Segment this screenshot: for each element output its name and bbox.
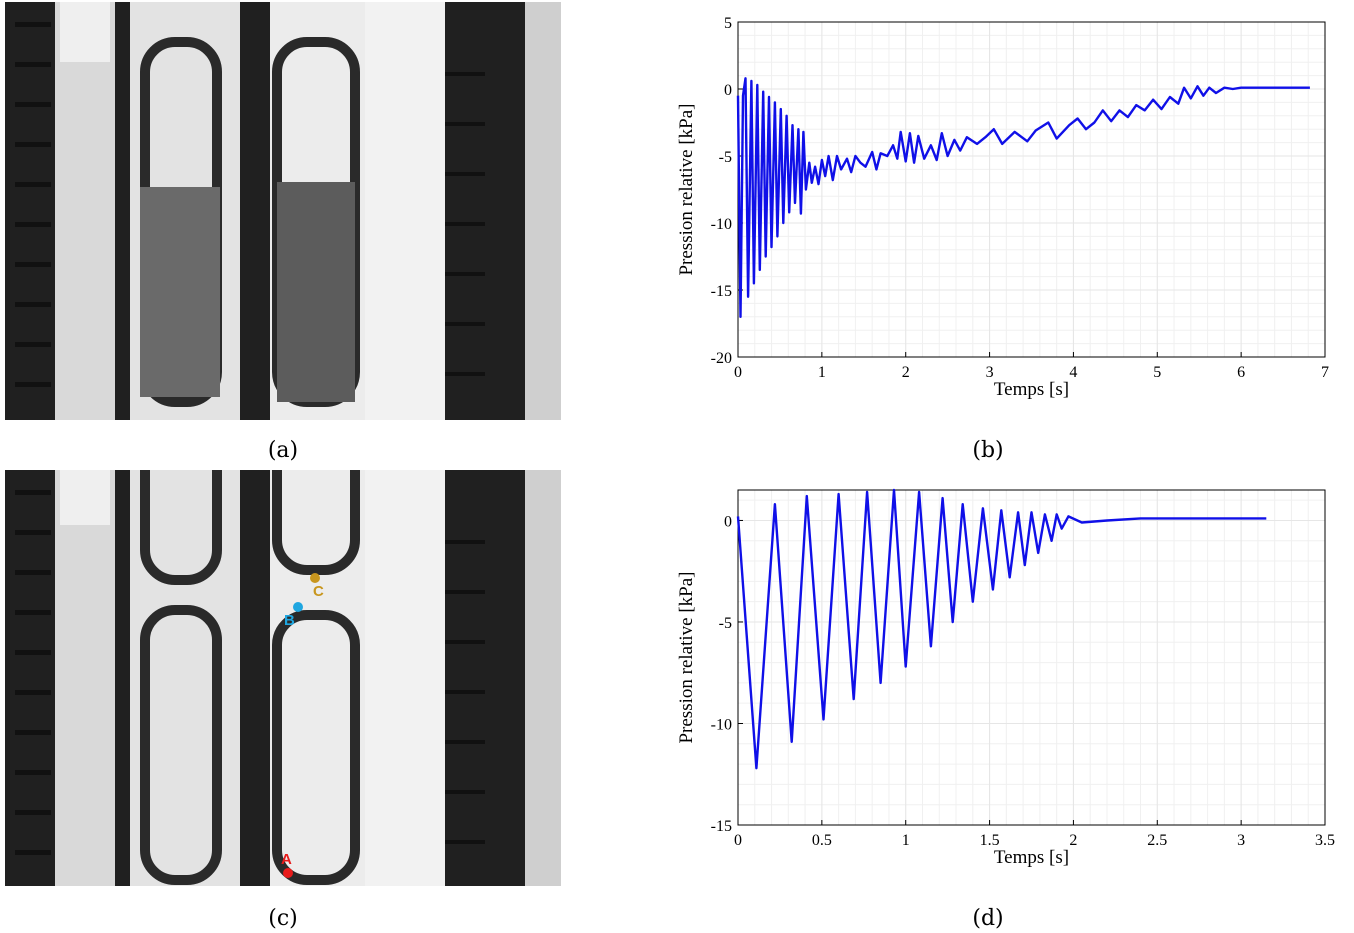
caption-d: (d) [972, 906, 1004, 931]
chart-b-ylabel: Pression relative [kPa] [676, 103, 697, 275]
chart-b-xtick-label: 5 [1153, 364, 1161, 381]
point-b-marker [293, 602, 303, 612]
chart-b-frame [737, 21, 1326, 358]
chart-b-xtick-label: 3 [986, 364, 994, 381]
chart-d-frame [737, 489, 1326, 826]
chart-d-xtick-label: 2.5 [1147, 832, 1167, 849]
chart-b-xtick-label: 1 [818, 364, 826, 381]
chart-d-xtick-label: 3 [1237, 832, 1245, 849]
photo-c-drawing: A B C [5, 470, 561, 886]
point-c-label: C [313, 583, 324, 600]
point-c-marker [310, 573, 320, 583]
photo-a-drawing [5, 2, 561, 420]
chart-d-ytick-label: 0 [724, 513, 732, 530]
chart-d-series-0-line [736, 488, 1267, 770]
chart-b-ytick-label: -5 [719, 149, 732, 166]
chart-d-xtick-label: 2 [1069, 832, 1077, 849]
chart-b-ytick-label: 5 [724, 15, 732, 32]
point-a-label: A [281, 851, 292, 868]
chart-b-xtick-label: 0 [734, 364, 742, 381]
point-b-label: B [284, 612, 295, 629]
chart-b-xtick-label: 7 [1321, 364, 1329, 381]
caption-c: (c) [268, 906, 298, 931]
chart-b-ytick-label: -10 [711, 216, 732, 233]
chart-b-ytick-label: 0 [724, 82, 732, 99]
chart-d-xtick-label: 0 [734, 832, 742, 849]
chart-d-ytick-label: -15 [711, 818, 732, 835]
chart-b-ytick-label: -15 [711, 283, 732, 300]
chart-b-xtick-label: 2 [902, 364, 910, 381]
chart-d-ylabel: Pression relative [kPa] [676, 571, 697, 743]
caption-a: (a) [267, 438, 299, 463]
chart-d-ytick-label: -5 [719, 615, 732, 632]
chart-d-ytick-label: -10 [711, 716, 732, 733]
chart-d-xtick-label: 0.5 [812, 832, 832, 849]
chart-b-xtick-label: 4 [1069, 364, 1077, 381]
chart-d-xtick-label: 3.5 [1315, 832, 1335, 849]
chart-b-xtick-label: 6 [1237, 364, 1245, 381]
chart-d-xtick-label: 1.5 [980, 832, 1000, 849]
chart-d-xtick-label: 1 [902, 832, 910, 849]
photo-c: A B C [5, 470, 561, 886]
chart-d-xlabel: Temps [s] [994, 847, 1069, 868]
chart-b-series-0-line [736, 77, 1310, 318]
chart-b-ytick-label: -20 [711, 350, 732, 367]
caption-b: (b) [972, 438, 1004, 463]
photo-a [5, 2, 561, 420]
chart-b-xlabel: Temps [s] [994, 379, 1069, 400]
point-a-marker [283, 868, 293, 878]
